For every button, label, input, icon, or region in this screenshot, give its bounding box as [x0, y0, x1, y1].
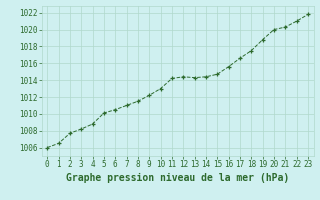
- X-axis label: Graphe pression niveau de la mer (hPa): Graphe pression niveau de la mer (hPa): [66, 173, 289, 183]
